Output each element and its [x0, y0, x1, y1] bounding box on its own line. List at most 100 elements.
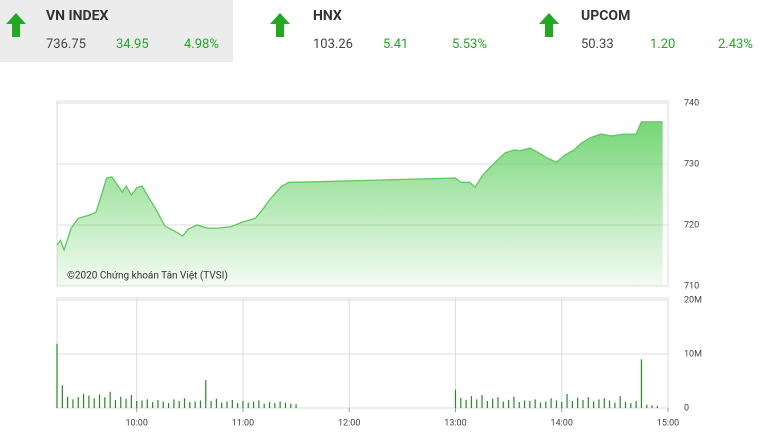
- volume-bar: [221, 402, 223, 408]
- volume-bar: [67, 396, 69, 408]
- volume-bar: [61, 385, 63, 408]
- up-arrow: [6, 13, 26, 37]
- volume-bar: [545, 401, 547, 408]
- volume-bar: [619, 396, 621, 408]
- volume-bar: [120, 396, 122, 408]
- up-arrow: [270, 13, 290, 37]
- ticker-name: VN INDEX: [46, 8, 109, 24]
- x-tick-label: 13:00: [444, 418, 466, 428]
- volume-bar: [104, 397, 106, 408]
- x-tick-label: 15:00: [657, 418, 679, 428]
- volume-bar: [152, 402, 154, 408]
- volume-bar: [550, 398, 552, 408]
- volume-bar: [82, 393, 85, 408]
- volume-bar: [178, 400, 180, 408]
- volume-bar: [231, 399, 233, 408]
- volume-bar: [56, 343, 58, 408]
- volume-bar: [577, 397, 579, 408]
- volume-bar: [114, 399, 117, 408]
- volume-bar: [476, 399, 478, 408]
- ticker-value: 103.26: [313, 37, 353, 52]
- y-tick-label: 740: [684, 98, 699, 108]
- volume-bar: [210, 400, 212, 408]
- ticker[interactable]: HNX 103.26 5.41 5.53%: [255, 0, 510, 62]
- volume-bar: [624, 402, 627, 408]
- volume-bar: [93, 398, 95, 408]
- volume-bar: [587, 397, 589, 408]
- y-tick-label: 710: [684, 281, 699, 291]
- volume-bar: [646, 404, 648, 408]
- volume-bar: [279, 401, 281, 408]
- ticker-name: UPCOM: [581, 8, 631, 24]
- volume-bar: [125, 398, 127, 408]
- volume-bar: [502, 401, 504, 408]
- volume-bar: [630, 403, 632, 408]
- ticker-bar: VN INDEX 736.75 34.95 4.98% HNX 103.26 5…: [0, 0, 765, 62]
- volume-bar: [157, 399, 159, 408]
- up-arrow: [539, 13, 559, 37]
- volume-bar: [640, 359, 643, 408]
- volume-bar: [603, 398, 605, 408]
- volume-bar: [199, 400, 202, 408]
- volume-bar: [470, 396, 473, 408]
- volume-bar: [141, 400, 143, 408]
- x-tick-label: 14:00: [551, 418, 573, 428]
- volume-bar: [651, 405, 653, 408]
- volume-bar: [635, 400, 637, 408]
- volume-bar: [109, 391, 111, 408]
- volume-bar: [571, 400, 573, 408]
- ticker-percent: 4.98%: [184, 37, 219, 52]
- ticker-value: 50.33: [581, 37, 614, 52]
- volume-bar: [88, 395, 90, 408]
- volume-bar: [183, 398, 186, 408]
- x-tick-label: 10:00: [125, 418, 147, 428]
- volume-bar: [534, 399, 536, 408]
- volume-bar: [194, 401, 196, 408]
- ticker-value: 736.75: [46, 37, 86, 52]
- plot-frame: [56, 297, 669, 409]
- volume-bar: [614, 402, 616, 408]
- volume-bar: [295, 404, 297, 408]
- volume-bar: [593, 401, 595, 408]
- volume-bar: [582, 399, 584, 408]
- volume-bar: [465, 399, 467, 408]
- volume-bar: [77, 397, 79, 408]
- volume-bar: [136, 400, 138, 408]
- volume-bar: [486, 400, 488, 408]
- volume-bar: [284, 402, 287, 408]
- volume-bar: [492, 398, 494, 408]
- volume-bar: [72, 399, 74, 408]
- volume-bar: [529, 400, 531, 408]
- volume-bar: [263, 403, 265, 408]
- y-tick-label: 0: [684, 403, 689, 413]
- y-tick-label: 720: [684, 220, 699, 230]
- watermark: ©2020 Chứng khoán Tân Việt (TVSI): [67, 270, 228, 282]
- y-tick-label: 730: [684, 159, 699, 169]
- volume-bar: [598, 399, 600, 408]
- x-tick-label: 11:00: [232, 418, 254, 428]
- volume-bar: [518, 402, 520, 408]
- volume-bar: [130, 395, 132, 408]
- y-tick-label: 10M: [684, 349, 702, 359]
- volume-bar: [274, 403, 276, 408]
- volume-bar: [561, 402, 563, 408]
- volume-bar: [268, 402, 271, 408]
- volume-bar: [252, 401, 255, 408]
- ticker[interactable]: VN INDEX 736.75 34.95 4.98%: [0, 0, 233, 62]
- volume-bar: [454, 389, 457, 408]
- volume-bar: [608, 400, 611, 408]
- ticker-name: HNX: [313, 8, 342, 24]
- volume-bar: [226, 401, 228, 408]
- volume-bar: [508, 399, 510, 408]
- volume-bar: [481, 395, 483, 408]
- volume-bar: [98, 394, 101, 408]
- volume-bar: [555, 400, 558, 408]
- y-tick-label: 20M: [684, 295, 702, 305]
- volume-bar: [539, 402, 542, 408]
- volume-bar: [162, 401, 164, 408]
- ticker[interactable]: UPCOM 50.33 1.20 2.43%: [525, 0, 765, 62]
- ticker-percent: 5.53%: [452, 37, 487, 52]
- volume-bar: [497, 397, 499, 408]
